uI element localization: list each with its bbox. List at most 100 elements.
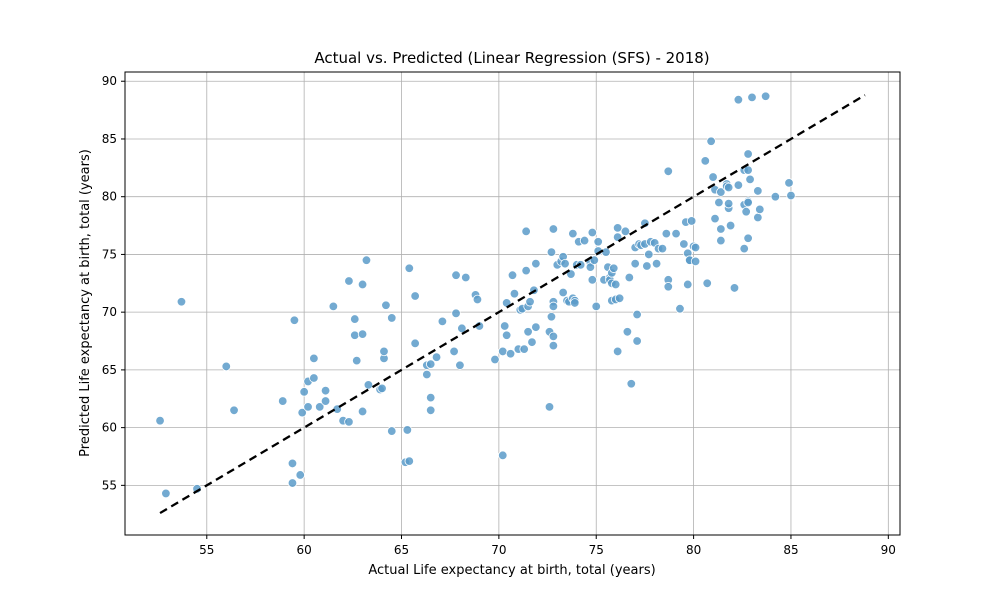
data-point [755,204,765,215]
x-tick-label: 70 [491,543,506,557]
data-point [700,156,710,166]
data-point [451,270,461,280]
data-point [501,330,512,340]
data-point [344,417,354,427]
y-tick-label: 75 [102,247,117,261]
data-point [361,255,372,265]
data-point [426,392,436,403]
data-point [743,149,753,159]
data-point [683,279,693,290]
data-point [729,283,740,293]
x-tick-label: 85 [783,543,798,557]
data-point [455,360,465,370]
data-point [706,136,716,146]
data-point [609,263,619,273]
data-point [714,197,724,208]
data-point [587,227,598,238]
data-point [675,303,685,314]
data-point [708,172,718,182]
data-point [410,291,420,301]
data-point [287,458,298,469]
data-point [320,396,331,406]
data-point [289,315,300,325]
data-point [663,166,673,176]
data-point [377,383,387,394]
data-point [624,272,635,283]
data-point [622,327,633,337]
data-point [357,329,368,339]
x-axis-ticks: 55 60 65 70 75 80 85 90 [199,535,896,557]
data-point [593,237,603,247]
data-point [745,174,755,185]
data-point [626,379,636,389]
data-point [161,488,171,499]
chart-title: Actual vs. Predicted (Linear Regression … [314,49,709,67]
data-point [544,402,555,412]
data-point [642,261,652,271]
data-point [519,344,529,354]
data-point [402,425,413,435]
data-point [221,361,231,372]
data-point [344,276,354,286]
data-point [352,355,362,366]
data-point [431,352,442,362]
data-point [426,405,436,416]
data-point [461,272,471,283]
data-point [525,297,535,307]
y-tick-label: 60 [102,421,117,435]
data-point [548,301,559,312]
data-point [472,294,483,305]
data-point [747,92,757,103]
data-point [426,359,436,369]
x-tick-label: 55 [199,543,214,557]
data-point [500,321,510,331]
data-point [686,216,697,226]
data-point [716,187,726,197]
data-point [710,213,720,224]
y-tick-label: 85 [102,132,117,146]
data-point [661,228,672,239]
data-point [527,337,537,347]
data-point [387,426,397,436]
data-point [328,301,339,312]
data-point [507,270,518,280]
data-point [671,228,681,239]
data-point [176,297,187,307]
x-axis-label: Actual Life expectancy at birth, total (… [368,563,655,578]
data-point [657,243,668,254]
x-tick-label: 90 [881,543,896,557]
data-point [521,265,531,276]
data-point [548,224,559,234]
x-tick-label: 65 [394,543,409,557]
data-point [587,275,598,285]
data-point [558,287,568,298]
data-point [760,91,771,101]
data-point [505,349,516,359]
data-point [753,186,763,196]
data-point [733,95,744,105]
data-point [679,239,689,249]
data-point [579,235,590,246]
data-point [350,314,360,324]
data-point [299,387,309,397]
data-point [457,323,467,334]
y-axis-label: Predicted Life expectancy at birth, tota… [78,149,93,457]
data-point [601,247,611,257]
data-point [546,247,557,257]
data-point [531,322,541,332]
data-point [509,288,520,299]
data-point [387,313,397,323]
x-tick-label: 80 [686,543,701,557]
y-tick-label: 55 [102,478,117,492]
data-point [451,308,461,319]
data-point [723,182,734,193]
data-point [155,415,165,426]
data-point [437,316,448,327]
data-point [716,224,726,234]
data-point [770,191,781,202]
data-point [786,190,796,201]
data-point [690,256,701,267]
data-point [651,258,662,269]
y-tick-label: 70 [102,305,117,319]
